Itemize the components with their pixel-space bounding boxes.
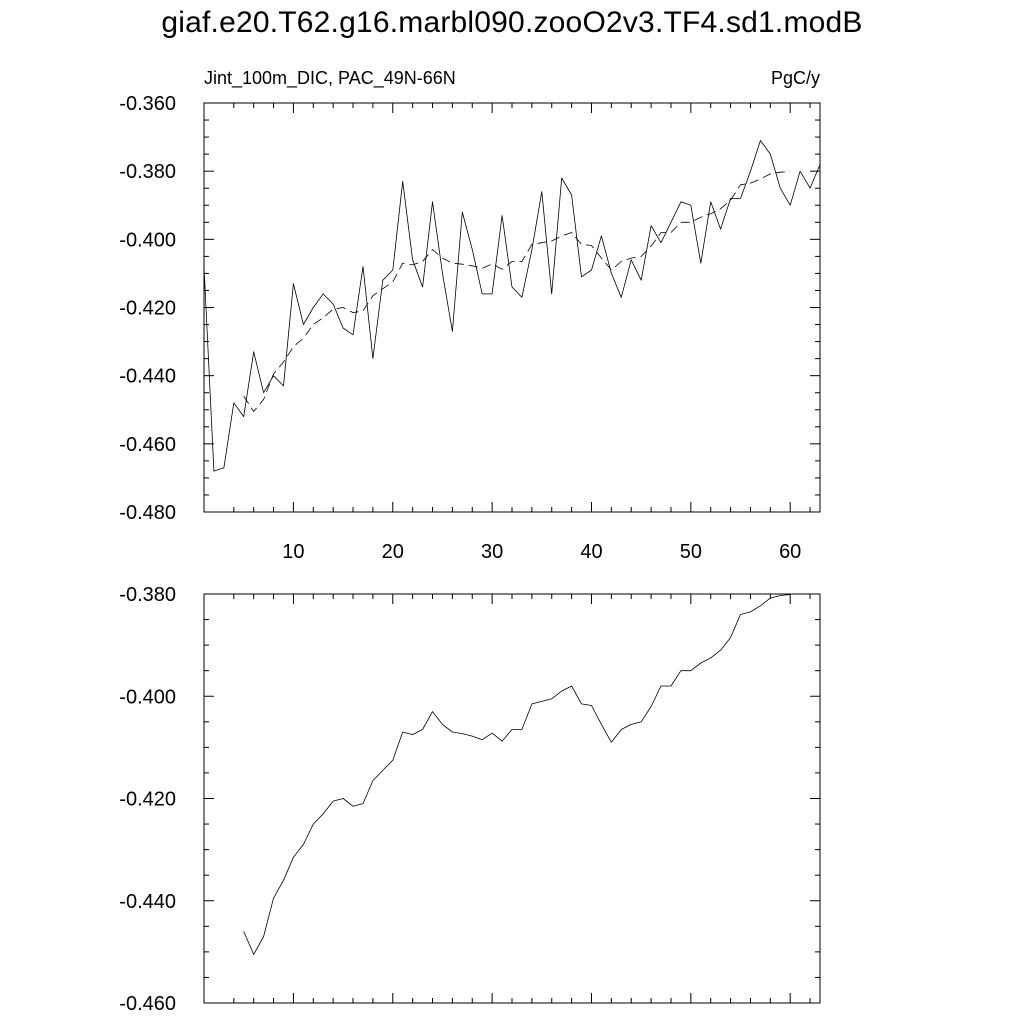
x-tick-label: 20 <box>382 541 404 563</box>
plot-frame <box>203 593 821 1004</box>
y-tick-label: -0.380 <box>119 584 176 606</box>
series-line-dashed <box>243 171 791 412</box>
x-tick-label: 50 <box>680 541 702 563</box>
panel-right-label: PgC/y <box>771 68 820 88</box>
x-tick-label: 40 <box>580 541 602 563</box>
top-panel: -0.360 -0.380 -0.400 -0.420 -0.440 -0.460 -0.4… <box>119 68 821 563</box>
panel-left-label: Jint_100m_DIC, PAC_49N-66N <box>204 68 456 89</box>
x-tick-label: 10 <box>282 541 304 563</box>
series-line-solid <box>203 140 821 472</box>
bottom-panel: -0.380 -0.400 -0.420 -0.440 -0.460 <box>119 584 821 1015</box>
x-tick-label: 30 <box>481 541 503 563</box>
y-tick-label: -0.420 <box>119 789 176 811</box>
y-tick-label: -0.480 <box>119 502 176 524</box>
y-tick-label: -0.400 <box>119 686 176 708</box>
series-line-solid <box>243 594 791 955</box>
y-tick-label: -0.420 <box>119 298 176 320</box>
plot-frame <box>203 102 821 513</box>
y-tick-label: -0.440 <box>119 891 176 913</box>
y-tick-label: -0.460 <box>119 434 176 456</box>
y-tick-label: -0.460 <box>119 993 176 1015</box>
y-tick-label: -0.440 <box>119 366 176 388</box>
y-tick-label: -0.360 <box>119 93 176 115</box>
page-title: giaf.e20.T62.g16.marbl090.zooO2v3.TF4.sd… <box>161 6 863 39</box>
y-tick-label: -0.400 <box>119 229 176 251</box>
x-tick-label: 60 <box>779 541 801 563</box>
y-tick-label: -0.380 <box>119 161 176 183</box>
